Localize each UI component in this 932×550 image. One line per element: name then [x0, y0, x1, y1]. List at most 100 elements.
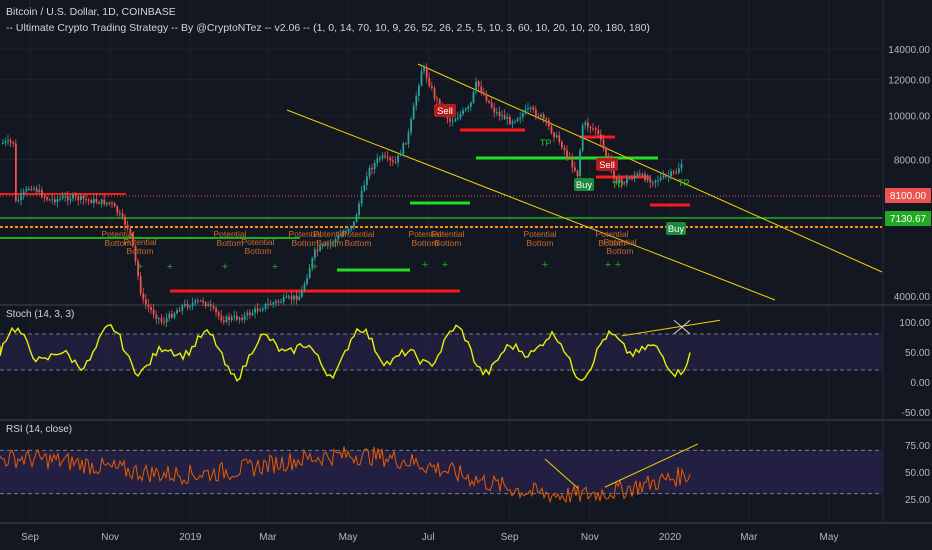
candle-body	[475, 81, 477, 92]
candle-body	[649, 178, 652, 183]
candle-body	[405, 143, 407, 145]
candle-body	[347, 229, 350, 232]
potential-bottom-label: Bottom	[607, 246, 634, 256]
candle-body	[386, 156, 389, 158]
candle-body	[438, 99, 441, 108]
candle-body	[680, 164, 683, 169]
candle-body	[363, 184, 366, 191]
candle-body	[119, 212, 121, 214]
candle-body	[399, 154, 402, 156]
last-price-tag: 8100.00	[890, 191, 927, 202]
candle-body	[514, 120, 516, 122]
candle-body	[327, 243, 329, 245]
stoch-pane-title[interactable]: Stoch (14, 3, 3)	[6, 309, 75, 320]
buy-marker: +	[312, 261, 318, 273]
support-price-tag-bg	[885, 211, 931, 226]
candle-body	[389, 157, 392, 161]
candle-body	[488, 100, 490, 103]
candle-body	[628, 178, 631, 180]
candle-body	[600, 134, 602, 140]
x-tick-label: 2019	[179, 532, 202, 543]
candle-body	[48, 199, 51, 201]
buy-marker: +	[167, 261, 173, 273]
candle-body	[639, 173, 641, 175]
x-tick-label: Mar	[259, 532, 277, 543]
candle-body	[90, 200, 93, 204]
candle-body	[433, 88, 436, 99]
candle-body	[454, 118, 457, 122]
candle-body	[511, 121, 514, 124]
potential-bottom-label: Potential	[431, 229, 464, 239]
candle-body	[288, 296, 290, 298]
candle-body	[46, 197, 48, 200]
price-tick-label: 4000.00	[894, 292, 931, 303]
buy-marker: +	[222, 261, 228, 273]
candle-body	[145, 299, 147, 305]
candle-body	[662, 175, 665, 178]
candle-body	[366, 176, 368, 185]
take-profit-label: TP	[612, 180, 624, 190]
candle-body	[329, 242, 332, 244]
chart-header: Bitcoin / U.S. Dollar, 1D, COINBASE -- U…	[6, 4, 650, 36]
candle-body	[516, 118, 519, 121]
stoch-cross-mark	[673, 319, 691, 335]
candle-body	[493, 107, 496, 113]
rsi-tick-label: 50.00	[905, 468, 930, 479]
candle-body	[553, 132, 555, 138]
potential-bottom-label: Potential	[123, 237, 156, 247]
candle-body	[615, 178, 618, 184]
candle-body	[415, 96, 418, 107]
potential-bottom-label: Bottom	[345, 238, 372, 248]
buy-signal-tag: Buy	[576, 180, 593, 191]
candle-body	[191, 303, 194, 307]
x-tick-label: Sep	[501, 532, 519, 543]
candle-body	[139, 276, 142, 294]
potential-bottom-label: Potential	[595, 229, 628, 239]
candle-body	[646, 178, 649, 181]
candle-body	[243, 315, 246, 320]
rsi-pane-title[interactable]: RSI (14, close)	[6, 424, 73, 435]
candle-body	[303, 284, 306, 291]
potential-bottom-label: Potential	[101, 229, 134, 239]
candle-body	[249, 312, 251, 315]
candle-body	[451, 121, 454, 123]
candle-body	[636, 173, 639, 176]
candle-body	[20, 193, 22, 200]
candle-body	[264, 303, 267, 309]
potential-bottom-label: Bottom	[127, 246, 154, 256]
candle-body	[509, 116, 511, 124]
candle-body	[584, 122, 587, 126]
stoch-tick-label: 50.00	[905, 348, 930, 359]
strategy-title[interactable]: -- Ultimate Crypto Trading Strategy -- B…	[6, 22, 650, 34]
candle-body	[472, 91, 475, 103]
x-tick-label: 2020	[659, 532, 682, 543]
potential-bottom-label: Bottom	[435, 238, 462, 248]
candle-body	[602, 139, 605, 149]
stoch-trendline	[621, 319, 721, 337]
buy-signal-tag: Buy	[668, 224, 685, 235]
candle-body	[644, 174, 646, 181]
symbol-title[interactable]: Bitcoin / U.S. Dollar, 1D, COINBASE	[6, 6, 176, 18]
candle-body	[98, 202, 100, 204]
candle-body	[428, 77, 431, 86]
buy-marker: +	[422, 259, 428, 271]
candle-body	[597, 129, 600, 135]
candle-body	[171, 313, 173, 318]
candle-body	[129, 228, 132, 234]
candle-body	[431, 85, 433, 89]
candle-body	[355, 215, 358, 222]
candle-body	[7, 140, 9, 142]
candle-body	[563, 147, 566, 151]
candle-body	[467, 106, 470, 109]
candle-body	[82, 196, 85, 200]
candle-body	[254, 308, 256, 313]
candle-body	[113, 203, 116, 207]
candle-body	[420, 71, 423, 86]
potential-bottom-label: Bottom	[412, 238, 439, 248]
buy-marker: +	[542, 259, 548, 271]
sell-signal-tag-bg	[434, 104, 456, 117]
candle-body	[506, 116, 509, 119]
candle-body	[215, 307, 217, 313]
